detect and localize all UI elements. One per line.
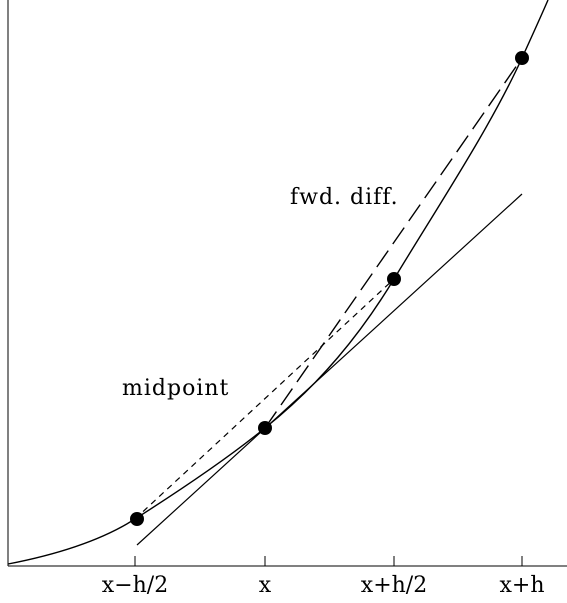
point-x-plus-h: [515, 51, 529, 65]
tick-label-x-minus-h-half: x−h/2: [102, 573, 168, 598]
tangent-line: [136, 193, 523, 546]
tick-label-x-plus-h: x+h: [499, 573, 544, 598]
point-x: [258, 421, 272, 435]
midpoint-secant: [134, 278, 395, 520]
point-x-minus-h-half: [130, 512, 144, 526]
tick-label-x: x: [259, 573, 272, 598]
midpoint-label: midpoint: [122, 376, 229, 401]
tick-label-x-plus-h-half: x+h/2: [361, 573, 427, 598]
forward-difference-secant: [264, 57, 523, 429]
point-x-plus-h-half: [387, 272, 401, 286]
function-curve: [7, 0, 549, 565]
forward-difference-label: fwd. diff.: [290, 185, 399, 210]
